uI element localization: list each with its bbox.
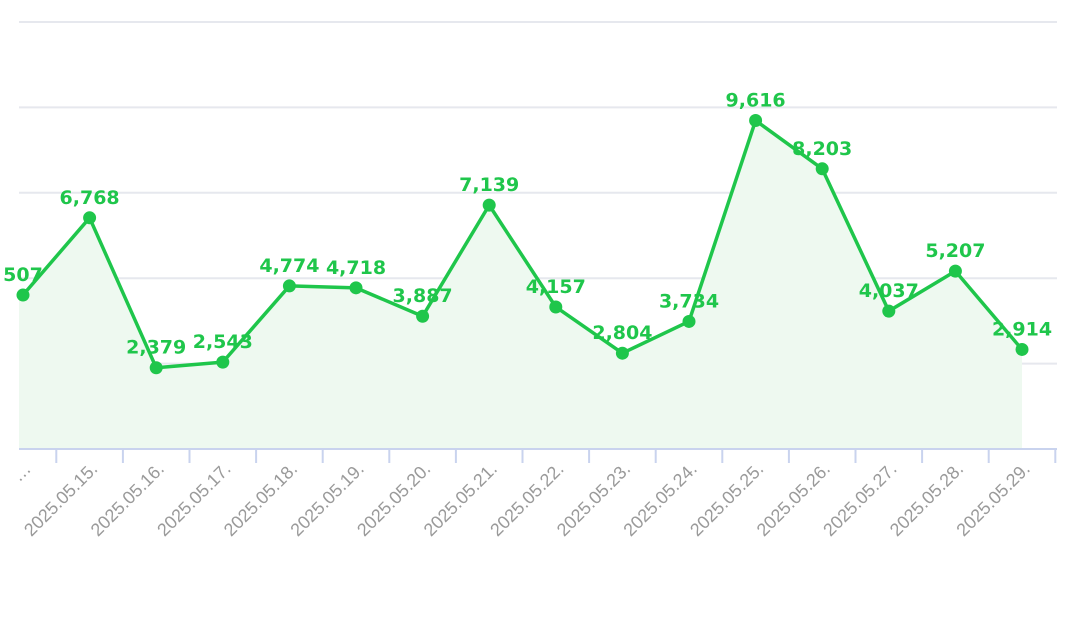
- data-label: 2,379: [126, 337, 186, 359]
- data-point[interactable]: [682, 314, 696, 328]
- data-point[interactable]: [83, 211, 97, 225]
- x-tick-label: …: [8, 459, 35, 486]
- data-label: 4,157: [526, 276, 586, 298]
- data-label: 9,616: [726, 90, 786, 112]
- data-label: 2,543: [193, 331, 253, 353]
- x-axis: [19, 448, 1057, 463]
- data-point[interactable]: [282, 279, 296, 293]
- data-label: 7,139: [459, 174, 519, 196]
- data-label: 5,207: [925, 240, 985, 262]
- data-points: [16, 114, 1029, 375]
- data-point[interactable]: [416, 309, 430, 323]
- data-point[interactable]: [1015, 342, 1029, 356]
- data-label: 2,914: [992, 318, 1052, 340]
- data-point[interactable]: [615, 346, 629, 360]
- data-label: 3,887: [393, 285, 453, 307]
- data-label: 4,037: [859, 280, 919, 302]
- series-line: [21, 118, 1024, 370]
- area-fill: [19, 120, 1022, 449]
- x-tick-labels: …2025.05.15.2025.05.16.2025.05.17.2025.0…: [8, 459, 1034, 540]
- data-label: 4,774: [259, 255, 319, 277]
- area-edge: [19, 293, 23, 449]
- data-point[interactable]: [482, 198, 496, 212]
- data-point[interactable]: [948, 264, 962, 278]
- data-label: 8,203: [792, 138, 852, 160]
- data-point[interactable]: [349, 281, 363, 295]
- data-point[interactable]: [549, 300, 563, 314]
- data-label: 3,734: [659, 290, 719, 312]
- data-label: 6,768: [60, 187, 120, 209]
- data-point[interactable]: [749, 114, 763, 128]
- area-shape: [23, 120, 1022, 449]
- data-label: 507: [3, 264, 43, 286]
- data-point[interactable]: [815, 162, 829, 176]
- series-polyline: [21, 118, 1024, 370]
- data-point[interactable]: [16, 288, 30, 302]
- data-point[interactable]: [149, 361, 163, 375]
- data-point[interactable]: [882, 304, 896, 318]
- data-labels: 507 6,768 2,379 2,543 4,774 4,718 3,887 7,139 4,…: [3, 90, 1052, 359]
- data-label: 2,804: [592, 322, 652, 344]
- data-label: 4,718: [326, 257, 386, 279]
- data-point[interactable]: [216, 355, 230, 369]
